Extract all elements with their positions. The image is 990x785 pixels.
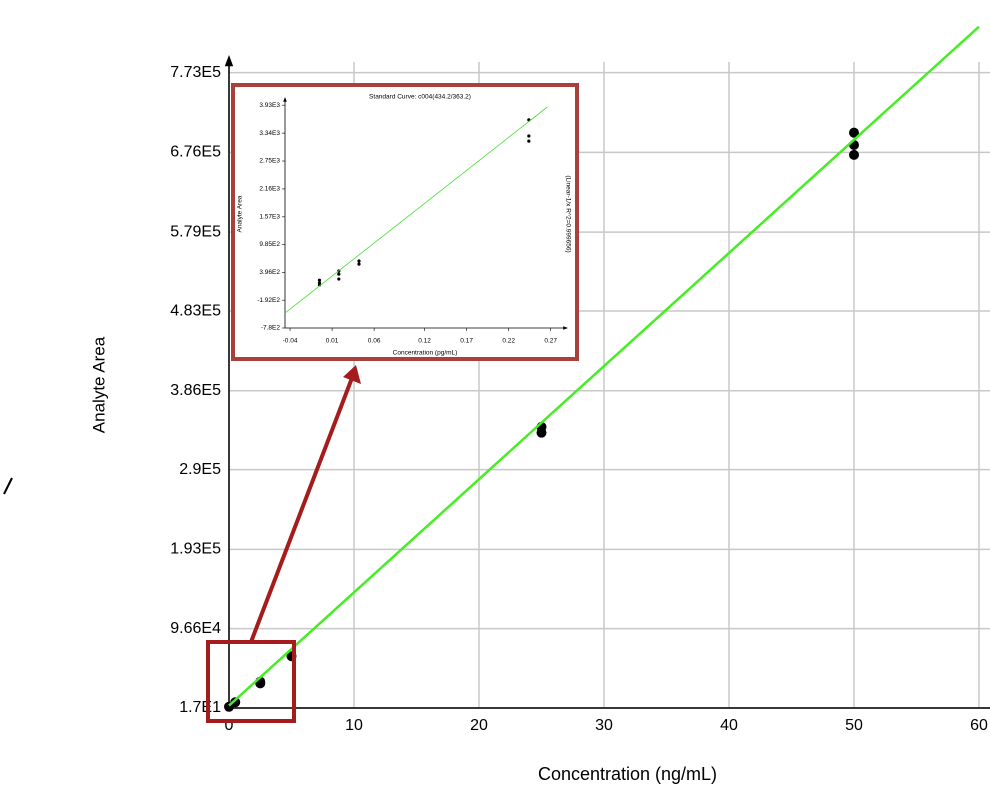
- x-tick-label: 30: [595, 717, 613, 734]
- data-point: [527, 134, 531, 138]
- y-tick-label: 4.83E5: [170, 302, 221, 319]
- fit-annotation: (Linear-1/x R^2=0.999656): [564, 175, 571, 252]
- data-point: [357, 262, 361, 266]
- y-tick-label: 7.73E5: [170, 64, 221, 81]
- callout-arrowhead: [343, 365, 361, 384]
- x-tick-label: 0: [225, 717, 234, 734]
- y-tick-label: 1.7E1: [179, 699, 221, 716]
- y-tick-label: 3.34E3: [259, 130, 280, 137]
- y-tick-label: 3.86E5: [170, 382, 221, 399]
- y-tick-label: 3.96E2: [259, 269, 280, 276]
- x-tick-label: 0.17: [460, 338, 473, 345]
- y-tick-label: 2.75E3: [259, 158, 280, 165]
- x-axis-title: Concentration (pg/mL): [393, 350, 458, 357]
- y-tick-label: -7.8E2: [261, 325, 281, 332]
- x-tick-label: -0.04: [283, 338, 298, 345]
- y-tick-label: 1.93E5: [170, 541, 221, 558]
- x-tick-label: 0.06: [368, 338, 381, 345]
- inset-frame: [231, 83, 579, 361]
- inset-chart: -7.8E2 -1.92E2 3.96E2 9.85E2 1.57E3 2.16E3 2.7…: [237, 94, 572, 357]
- y-axis-title: Analyte Area: [89, 336, 108, 433]
- data-point: [527, 139, 531, 143]
- y-tick-label: 2.16E3: [259, 186, 280, 193]
- chart-title: Standard Curve: c004(434.2/363.2): [369, 94, 471, 101]
- y-axis-arrow: [283, 97, 287, 102]
- y-tick-label: 1.57E3: [259, 214, 280, 221]
- data-point: [230, 697, 241, 708]
- data-point: [317, 278, 322, 282]
- data-point: [357, 259, 361, 263]
- y-tick-label: 3.93E3: [259, 102, 280, 109]
- x-tick-label: 20: [470, 717, 488, 734]
- fit-line: [284, 106, 548, 314]
- y-axis-arrow: [224, 55, 234, 67]
- y-tick-label: 9.66E4: [170, 620, 221, 637]
- stray-mark: [3, 477, 13, 495]
- x-tick-label: 0.22: [502, 338, 515, 345]
- x-tick-label: 40: [720, 717, 738, 734]
- y-tick-label: 6.76E5: [170, 144, 221, 161]
- fit-line: [228, 25, 980, 707]
- x-axis-arrow: [563, 326, 568, 330]
- x-tick-label: 0.12: [418, 338, 431, 345]
- x-tick-label: 10: [345, 717, 363, 734]
- y-tick-label: 2.9E5: [179, 461, 221, 478]
- x-axis-title: Concentration (ng/mL): [538, 764, 717, 784]
- data-point: [337, 277, 341, 281]
- x-tick-label: 0.01: [326, 338, 339, 345]
- data-point: [849, 127, 859, 138]
- data-point: [849, 149, 859, 160]
- x-tick-label: 0.27: [544, 338, 557, 345]
- x-tick-label: 50: [845, 717, 863, 734]
- y-tick-label: -1.92E2: [257, 297, 280, 304]
- x-tick-label: 60: [970, 717, 988, 734]
- callout-arrow: [249, 377, 354, 643]
- y-tick-label: 9.85E2: [259, 241, 280, 248]
- y-axis-title: Analyte Area: [237, 195, 244, 232]
- y-tick-label: 5.79E5: [170, 223, 221, 240]
- data-point: [337, 272, 341, 276]
